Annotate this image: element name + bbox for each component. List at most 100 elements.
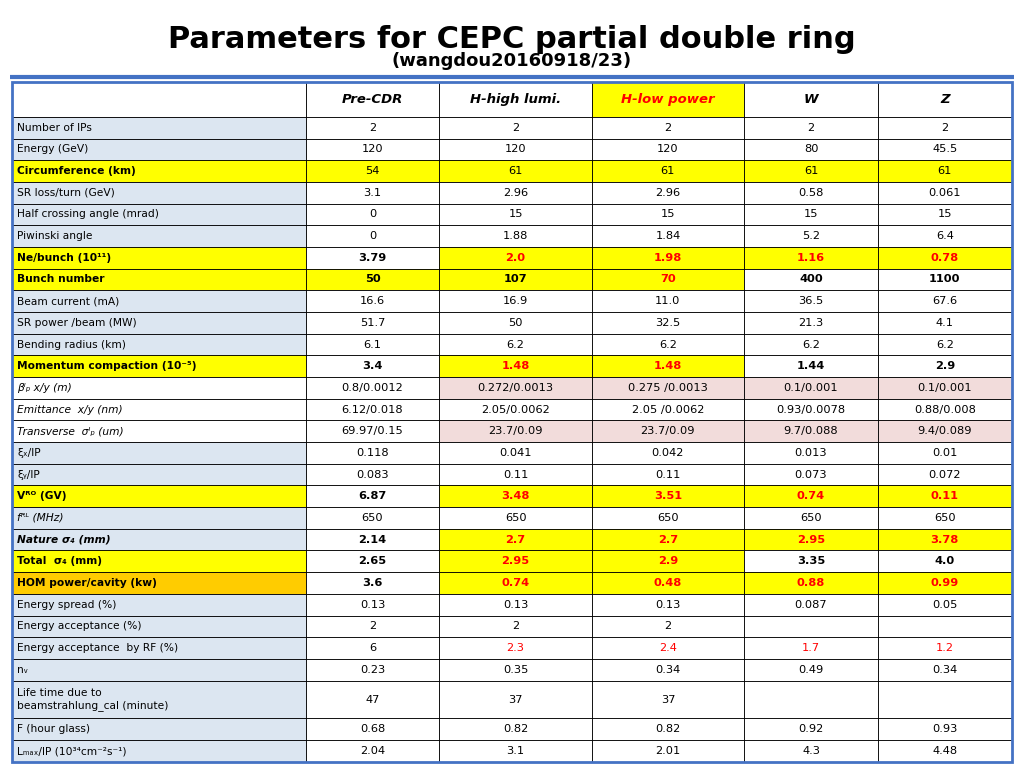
Text: 120: 120 [657,144,679,154]
Bar [878,659,1012,680]
Bar [12,719,305,740]
Bar [439,507,592,529]
Bar [305,719,439,740]
Bar [439,182,592,204]
Bar [592,659,744,680]
Text: 6.2: 6.2 [659,339,677,349]
Text: 0.34: 0.34 [655,665,681,675]
Bar [878,615,1012,637]
Bar [439,594,592,615]
Text: 3.51: 3.51 [654,492,682,502]
Bar [744,529,878,551]
Bar [305,637,439,659]
Bar [878,82,1012,117]
Bar [439,333,592,356]
Bar [878,269,1012,290]
Text: 2: 2 [512,123,519,133]
Text: 15: 15 [938,210,952,220]
Bar [439,551,592,572]
Bar [305,117,439,138]
Bar [744,659,878,680]
Bar [592,333,744,356]
Bar [12,117,305,138]
Bar [592,269,744,290]
Text: 2.7: 2.7 [657,535,678,545]
Bar [744,485,878,507]
Text: 107: 107 [504,274,527,284]
Bar [744,740,878,762]
Bar [12,659,305,680]
Text: 61: 61 [508,166,523,176]
Text: 0.013: 0.013 [795,448,827,458]
Text: 15: 15 [508,210,523,220]
Text: Energy (GeV): Energy (GeV) [17,144,89,154]
Bar [592,420,744,442]
Text: 2.04: 2.04 [360,746,385,756]
Bar [878,356,1012,377]
Bar [305,594,439,615]
Bar [878,529,1012,551]
Text: 0.13: 0.13 [359,600,385,610]
Bar [744,161,878,182]
Bar [592,312,744,333]
Bar [878,225,1012,247]
Text: 1.48: 1.48 [653,361,682,371]
Text: 650: 650 [934,513,955,523]
Bar [744,312,878,333]
Bar [592,182,744,204]
Bar [878,464,1012,485]
Text: 2.9: 2.9 [657,556,678,566]
Text: (wangdou20160918/23): (wangdou20160918/23) [392,52,632,70]
Text: 80: 80 [804,144,818,154]
Bar [439,464,592,485]
Bar [592,529,744,551]
Text: 23.7/0.09: 23.7/0.09 [641,426,695,436]
Text: 0.92: 0.92 [799,724,823,734]
Bar [305,659,439,680]
Bar [439,485,592,507]
Bar [305,507,439,529]
Bar [439,529,592,551]
Text: 21.3: 21.3 [799,318,823,328]
Bar [305,529,439,551]
Bar [744,637,878,659]
Bar [592,507,744,529]
Bar [305,356,439,377]
Bar [305,551,439,572]
Bar [305,333,439,356]
Text: 5.2: 5.2 [802,231,820,241]
Bar [592,356,744,377]
Bar [12,333,305,356]
Text: 1.84: 1.84 [655,231,681,241]
Text: 2.7: 2.7 [506,535,525,545]
Text: 650: 650 [505,513,526,523]
Text: 3.1: 3.1 [364,187,382,197]
Bar [744,290,878,312]
Bar [878,356,1012,377]
Text: 1.7: 1.7 [802,643,820,653]
Text: 0.93: 0.93 [932,724,957,734]
Text: 0.74: 0.74 [502,578,529,588]
Bar [592,572,744,594]
Bar [878,594,1012,615]
Bar [439,485,592,507]
Bar [592,507,744,529]
Text: 1.16: 1.16 [797,253,825,263]
Text: Vᴿᴼ (GV): Vᴿᴼ (GV) [17,492,67,502]
Text: 6.2: 6.2 [507,339,524,349]
Bar [12,615,305,637]
Bar [305,312,439,333]
Text: fᴿᴸ (MHz): fᴿᴸ (MHz) [17,513,63,523]
Bar [744,615,878,637]
Text: 15: 15 [804,210,818,220]
Text: 2.05/0.0062: 2.05/0.0062 [481,405,550,415]
Bar [592,637,744,659]
Text: 0.34: 0.34 [932,665,957,675]
Bar [12,182,305,204]
Text: 1100: 1100 [929,274,961,284]
Bar [592,161,744,182]
Bar [878,247,1012,269]
Bar [439,204,592,225]
Text: 2.96: 2.96 [655,187,681,197]
Text: Lₘₐₓ/IP (10³⁴cm⁻²s⁻¹): Lₘₐₓ/IP (10³⁴cm⁻²s⁻¹) [17,746,127,756]
